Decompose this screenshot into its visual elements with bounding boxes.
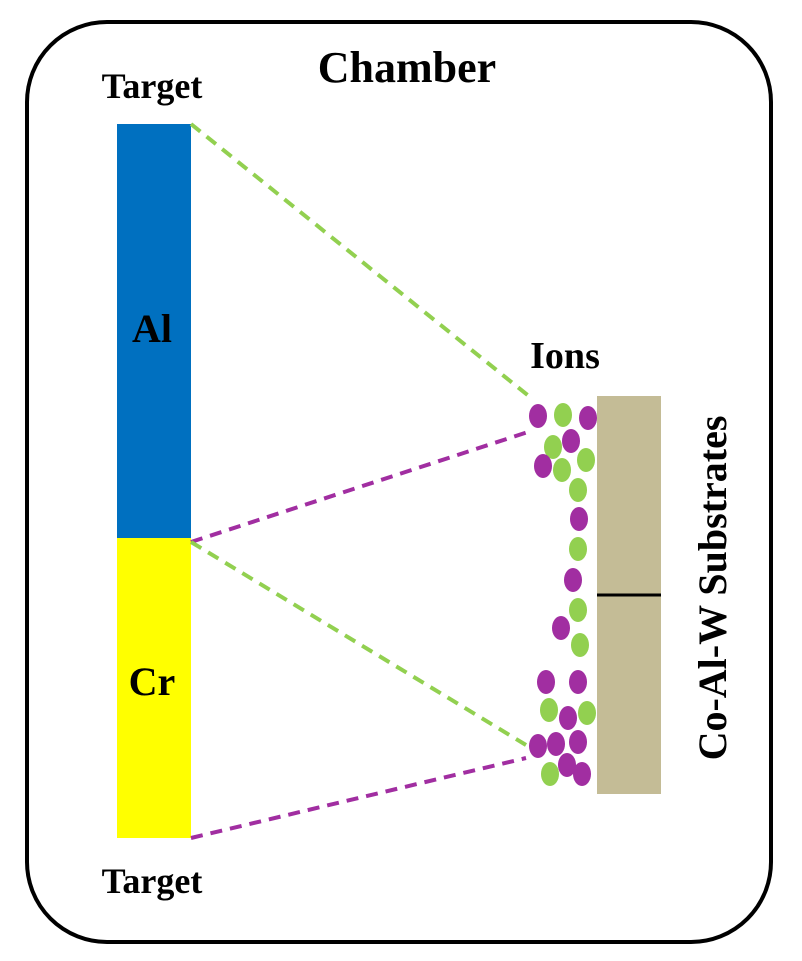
cr-ion: [547, 732, 565, 756]
cr-ion: [534, 454, 552, 478]
cr-ion: [569, 730, 587, 754]
cr-ion: [569, 670, 587, 694]
cr-ion: [529, 404, 547, 428]
al-ion: [577, 448, 595, 472]
cr-ion: [573, 762, 591, 786]
top-target-label: Target: [102, 66, 203, 106]
cr-ion: [570, 507, 588, 531]
cr-target-label: Cr: [129, 659, 176, 704]
substrate-label: Co-Al-W Substrates: [690, 416, 735, 761]
bottom-target-label: Target: [102, 861, 203, 901]
cr-ion: [552, 616, 570, 640]
chamber-title: Chamber: [318, 43, 496, 92]
al-ion: [544, 435, 562, 459]
cr-target: [117, 538, 191, 838]
al-ion: [540, 698, 558, 722]
cr-ion: [564, 568, 582, 592]
al-ion: [569, 598, 587, 622]
al-ion: [554, 403, 572, 427]
cr-ion: [558, 753, 576, 777]
al-beam-lower: [189, 540, 528, 747]
al-target: [117, 124, 191, 538]
al-ion: [571, 633, 589, 657]
cr-ion: [559, 706, 577, 730]
al-ion: [569, 478, 587, 502]
cr-ion: [562, 429, 580, 453]
al-ion: [578, 701, 596, 725]
cr-ion: [579, 406, 597, 430]
al-ion: [541, 762, 559, 786]
cr-beam-lower: [190, 756, 527, 840]
al-target-label: Al: [132, 306, 172, 351]
al-ion: [569, 537, 587, 561]
cr-ion: [529, 734, 547, 758]
ions-label: Ions: [530, 335, 600, 377]
ions-cloud: [529, 403, 597, 786]
al-beam-upper: [189, 122, 532, 399]
al-ion: [553, 458, 571, 482]
cr-ion: [537, 670, 555, 694]
